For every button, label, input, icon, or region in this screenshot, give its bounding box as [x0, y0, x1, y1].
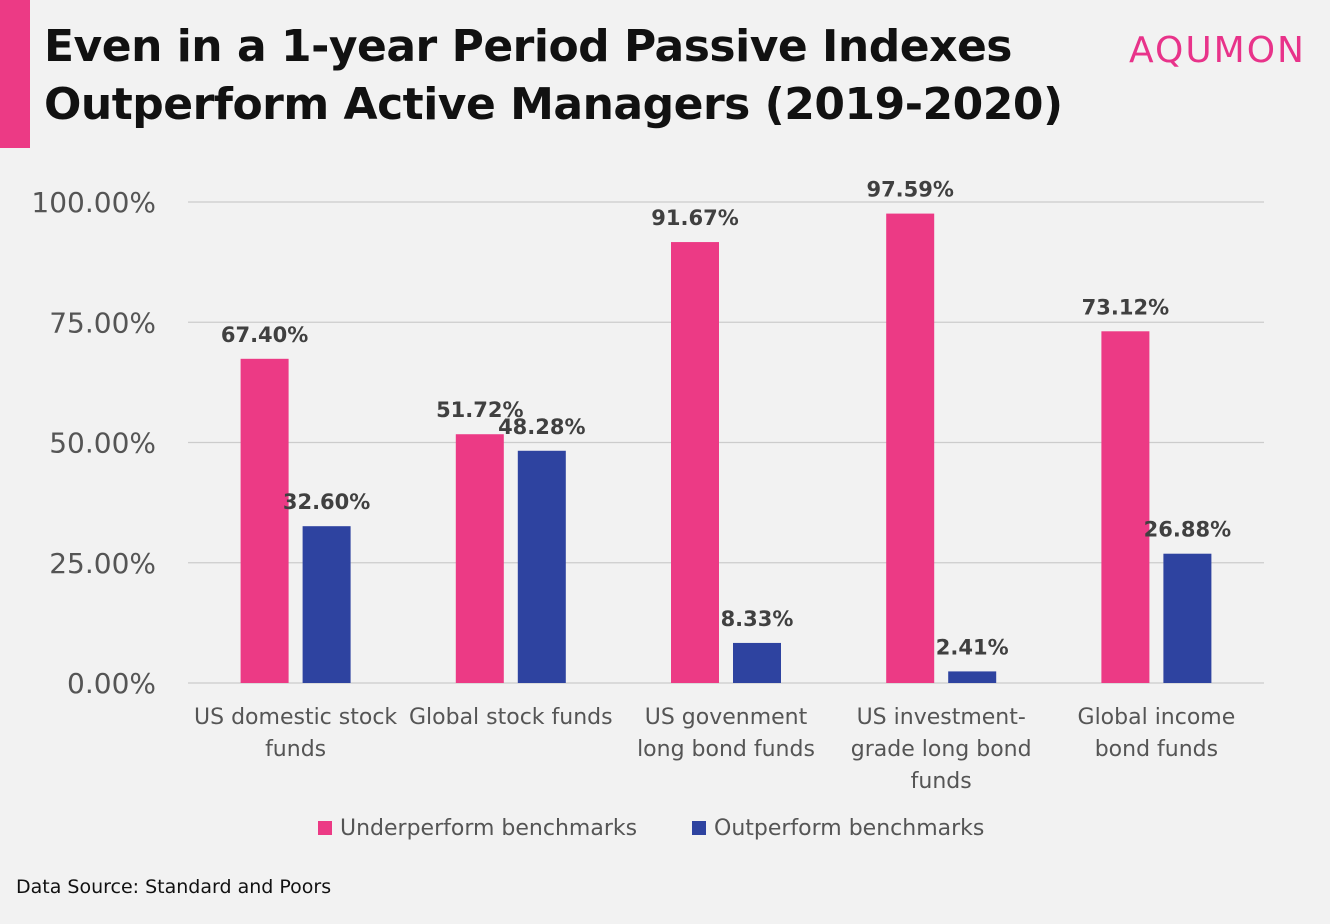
data-label: 67.40%	[221, 323, 308, 347]
bar-outperform	[948, 671, 997, 683]
y-tick-label: 100.00%	[31, 186, 156, 219]
y-tick-label: 50.00%	[49, 427, 156, 460]
chart-title: Even in a 1-year Period Passive Indexes …	[44, 18, 1104, 134]
x-category-label: Global income	[1078, 705, 1236, 730]
x-category-label: funds	[911, 769, 972, 794]
data-label: 8.33%	[721, 607, 794, 631]
y-tick-label: 75.00%	[49, 306, 156, 339]
x-category-label: US domestic stock	[194, 705, 397, 730]
legend-swatch	[692, 821, 706, 835]
legend-swatch	[318, 821, 332, 835]
x-category-label: US investment-	[857, 705, 1026, 730]
bar-chart: 0.00% 25.00% 50.00% 75.00% 100.00% 67.40% 32.6…	[31, 178, 1264, 841]
bar-underperform	[886, 213, 935, 683]
bar-underperform	[671, 242, 719, 683]
chart-title-line-1: Even in a 1-year Period Passive Indexes	[44, 21, 1013, 72]
legend-label: Outperform benchmarks	[714, 816, 984, 841]
data-label: 26.88%	[1144, 518, 1231, 542]
x-category-label: US govenment	[645, 705, 808, 730]
bar-underperform	[240, 358, 289, 683]
brand-logo: AQUMON	[1128, 30, 1306, 71]
legend-label: Underperform benchmarks	[340, 816, 637, 841]
bar-outperform	[733, 642, 781, 683]
data-source-note: Data Source: Standard and Poors	[16, 876, 332, 898]
bar-underperform	[455, 434, 504, 683]
x-category-label: bond funds	[1095, 737, 1218, 762]
x-category-label: funds	[265, 737, 326, 762]
chart-title-line-2: Outperform Active Managers (2019-2020)	[44, 79, 1063, 130]
y-tick-label: 0.00%	[67, 667, 156, 700]
title-accent-bar	[0, 0, 30, 148]
x-category-label: Global stock funds	[409, 705, 613, 730]
data-label: 2.41%	[936, 635, 1009, 659]
bar-underperform	[1101, 331, 1150, 683]
bar-outperform	[517, 450, 566, 683]
data-label: 48.28%	[498, 415, 585, 439]
data-label: 51.72%	[436, 398, 523, 422]
data-label: 32.60%	[283, 490, 370, 514]
bar-outperform	[302, 526, 351, 683]
data-label: 73.12%	[1082, 295, 1169, 319]
x-category-label: long bond funds	[637, 737, 815, 762]
x-category-label: grade long bond	[851, 737, 1032, 762]
data-label: 97.59%	[866, 178, 953, 202]
bar-outperform	[1163, 553, 1212, 683]
data-label: 91.67%	[651, 206, 738, 230]
y-tick-label: 25.00%	[49, 547, 156, 580]
